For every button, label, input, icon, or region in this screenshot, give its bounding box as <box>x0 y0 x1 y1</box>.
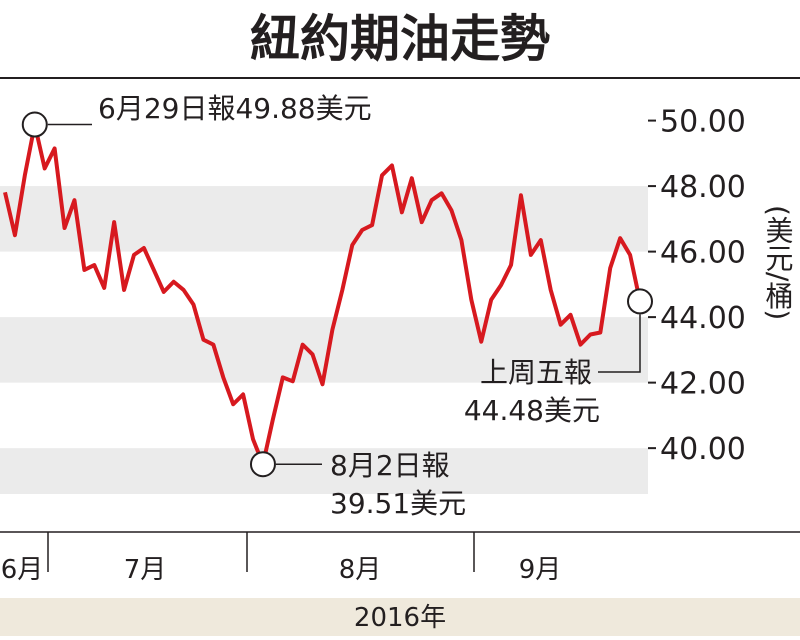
grid-band <box>0 186 648 252</box>
annotation-text: 44.48美元 <box>464 394 600 427</box>
grid-band <box>0 448 648 494</box>
annotation-marker <box>21 111 48 138</box>
annotation-text: 8月2日報 <box>330 449 450 482</box>
year-band <box>0 598 800 636</box>
y-tick-label: 46.00 <box>660 236 746 271</box>
annotation-text: 6月29日報49.88美元 <box>98 92 372 125</box>
chart-title: 紐約期油走勢 <box>250 9 550 68</box>
month-label: 8月 <box>339 555 382 585</box>
y-tick-label: 50.00 <box>660 105 746 140</box>
annotation-marker <box>627 288 653 315</box>
annotation-marker <box>249 451 276 478</box>
y-tick-label: 42.00 <box>660 367 746 402</box>
month-label: 6月 <box>1 555 44 585</box>
month-label: 9月 <box>519 555 562 585</box>
y-tick-label: 48.00 <box>660 170 746 205</box>
month-label: 7月 <box>124 555 167 585</box>
y-axis-label: (美元/桶) <box>762 205 795 320</box>
annotation-text: 39.51美元 <box>330 487 466 520</box>
annotation-leader <box>598 314 641 373</box>
annotation-text: 上周五報 <box>480 356 592 389</box>
y-tick-label: 40.00 <box>660 432 746 467</box>
plot: 40.00 42.00 44.00 46.00 48.00 50.00 6月 7月 8月 9月 6月… <box>0 92 800 585</box>
x-axis-label: 2016年 <box>354 603 446 633</box>
price-line <box>3 122 642 467</box>
y-tick-label: 44.00 <box>660 301 746 336</box>
